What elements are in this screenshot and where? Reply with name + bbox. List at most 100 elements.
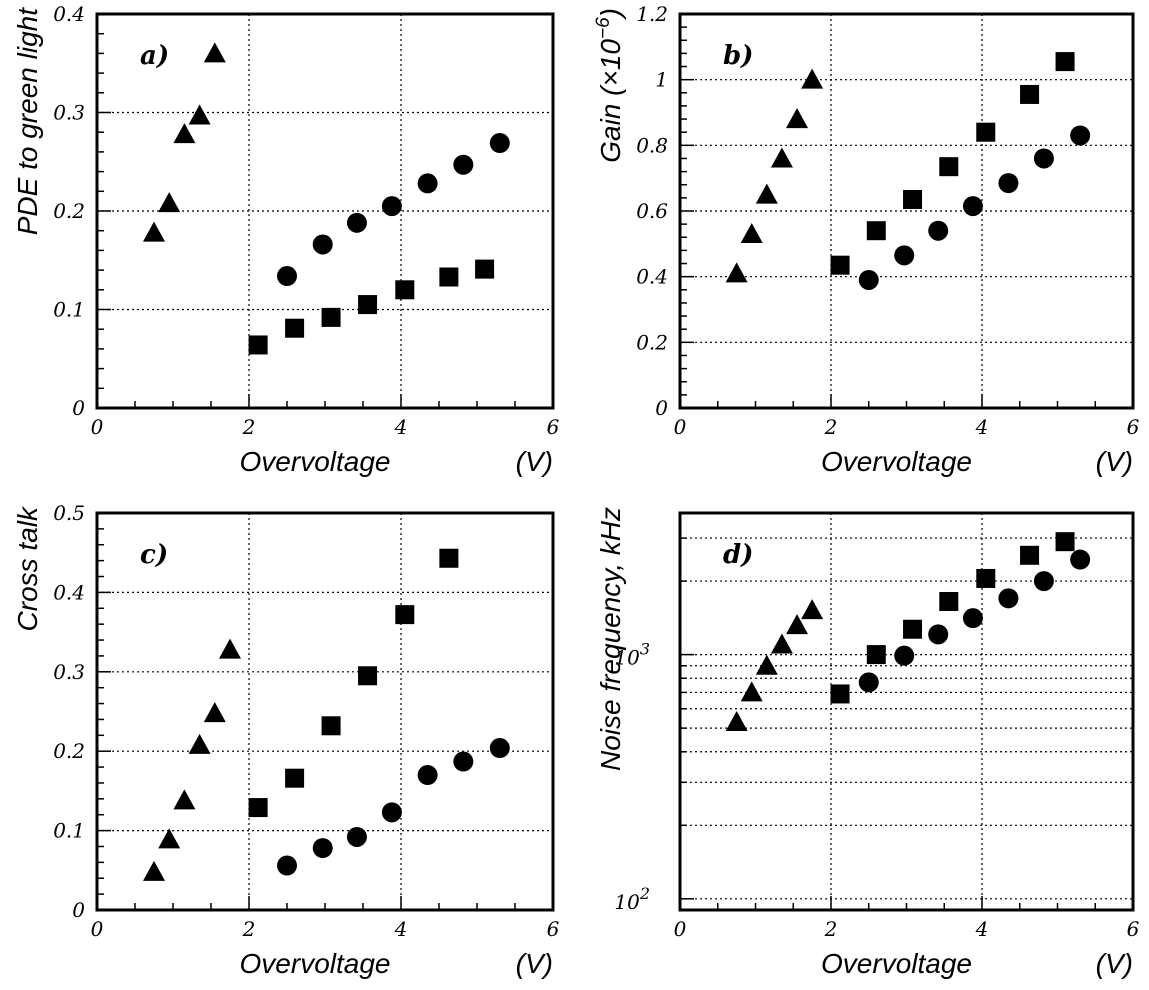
data-point-square: (5.1, 1.055) (1055, 52, 1075, 72)
plot-frame (95, 511, 555, 912)
y-tick-label: 0 (655, 396, 668, 420)
series-triangle: (0.75, 0.048) (0.95, 0.089) (1.15, 0.138) (… (143, 638, 241, 881)
data-point-triangle: (0.95, 0.089) (158, 828, 181, 849)
data-point-circle: (4.35, 1700) (998, 588, 1019, 609)
panel-label: c) (140, 540, 168, 570)
y-tick-label: 1.2 (636, 2, 668, 26)
data-point-square: (4.63, 0.443) (439, 548, 459, 568)
data-point-square: (3.56, 0.295) (358, 666, 378, 686)
data-point-triangle: (0.75, 0.41) (725, 262, 748, 283)
y-tick-label: 1 (655, 68, 668, 92)
series-square: (2.12, 690) (2.6, 1000) (3.08, 1270) (3.56,… (830, 532, 1075, 704)
y-tick-label: 0.2 (53, 199, 85, 223)
data-point-triangle: (1.15, 0.278) (173, 123, 196, 144)
panel-label: d) (723, 540, 753, 570)
y-tick-label: 0.1 (53, 819, 85, 843)
data-point-circle: (2.97, 0.166) (312, 234, 333, 255)
data-point-circle: (3.42, 0.54) (928, 220, 949, 241)
data-point-triangle: (0.95, 700) (740, 681, 763, 702)
data-point-triangle: (1.15, 0.138) (173, 789, 196, 810)
data-point-square: (4.63, 2550) (1020, 545, 1040, 565)
plot-frame (678, 12, 1135, 410)
x-tick-label: 0 (674, 415, 687, 439)
x-tick-label: 6 (547, 415, 560, 439)
panel-label: a) (140, 41, 169, 71)
data-point-square: (3.08, 0.635) (903, 190, 923, 210)
series-square: (2.12, 0.064) (2.6, 0.081) (3.08, 0.092) (3… (248, 259, 495, 355)
x-axis-title: Overvoltage (240, 948, 391, 979)
data-point-triangle: (1.55, 0.36) (203, 42, 226, 63)
data-point-circle: (2.5, 770) (858, 672, 879, 693)
data-point-circle: (3.88, 0.123) (381, 802, 402, 823)
data-point-triangle: (1.75, 1520) (801, 599, 824, 620)
data-point-triangle: (1.35, 1100) (770, 633, 793, 654)
data-point-square: (4.05, 2050) (976, 568, 996, 588)
y-tick-label: 0.4 (53, 2, 85, 26)
data-point-triangle: (1.55, 0.88) (786, 108, 809, 129)
data-point-circle: (5.3, 0.83) (1070, 125, 1091, 146)
y-tick-label: 0.5 (53, 501, 85, 525)
data-point-circle: (3.42, 1210) (928, 624, 949, 645)
data-point-circle: (5.3, 2450) (1070, 549, 1091, 570)
grid (680, 14, 1133, 408)
y-tick-label: 0.6 (636, 199, 668, 223)
x-axis-unit: (V) (1096, 948, 1133, 979)
grid (97, 513, 553, 910)
data-point-circle: (2.97, 0.078) (312, 838, 333, 859)
data-point-circle: (2.5, 0.39) (858, 269, 879, 290)
data-point-square: (2.6, 0.081) (285, 318, 305, 338)
y-tick-label: 0 (72, 898, 85, 922)
data-point-circle: (2.97, 0.465) (894, 245, 915, 266)
panel-a: 0 2 4 6 0 0.1 0.2 0.3 0.4 Overvoltage (V) PDE to gr… (12, 2, 560, 477)
data-point-square: (3.56, 0.105) (358, 295, 378, 315)
x-axis-unit: (V) (516, 948, 553, 979)
series-circle: (2.5, 770) (2.97, 990) (3.42, 1210) (3.88, … (858, 549, 1091, 693)
series-square: (2.12, 0.435)(2.6, 0.54)(3.08, 0.635)(3.… (830, 52, 1075, 275)
series-circle: (2.5, 0.39) (2.97, 0.465) (3.42, 0.54) (3.8… (858, 125, 1091, 290)
y-tick-label: 0.2 (53, 739, 85, 763)
grid (680, 513, 1133, 910)
y-axis-title: PDE to green light (12, 7, 43, 235)
panel-b: 0 2 4 6 0 0.2 0.4 0.6 0.8 1 1.2 Overvoltage (V) Gain … (593, 2, 1140, 477)
x-tick-label: 2 (242, 917, 256, 941)
data-point-square: (4.05, 0.12) (395, 280, 415, 300)
data-point-square: (3.08, 0.232) (321, 716, 341, 736)
axis-ticks (679, 537, 1134, 911)
data-point-triangle: (1.55, 1320) (786, 614, 809, 635)
data-point-square: (2.12, 0.064) (248, 335, 268, 355)
data-point-square: (4.05, 0.372) (395, 605, 415, 625)
y-axis-title-text: Cross talk (12, 505, 43, 631)
data-point-triangle: (1.35, 0.297) (188, 104, 211, 125)
y-axis-title: Cross talk (12, 505, 43, 631)
y-axis-title: Noise frequency, kHz (595, 507, 626, 771)
data-point-triangle: (1.55, 0.248) (203, 702, 226, 723)
data-point-circle: (3.88, 0.615) (962, 196, 983, 217)
y-axis-title-exponent: −6 (593, 17, 614, 39)
y-axis-title-text: Noise frequency, kHz (595, 507, 626, 771)
data-point-square: (3.56, 1650) (939, 591, 959, 611)
x-axis-title: Overvoltage (821, 948, 972, 979)
x-tick-label: 2 (824, 917, 838, 941)
panel-label: b) (723, 41, 753, 71)
data-point-square: (2.6, 0.54) (866, 221, 886, 241)
x-axis-unit: (V) (1096, 446, 1133, 477)
data-point-square: (3.08, 0.092) (321, 307, 341, 327)
data-point-circle: (2.5, 0.056) (277, 855, 297, 876)
x-tick-label: 0 (674, 917, 687, 941)
y-tick-label: 0 (72, 396, 85, 420)
data-point-triangle: (1.75, 0.328) (219, 638, 241, 659)
y-tick-label: 0.4 (636, 265, 668, 289)
data-point-triangle: (1.15, 0.65) (755, 183, 778, 204)
y-tick-exp: 2 (639, 884, 650, 903)
data-point-triangle: (1.15, 900) (755, 654, 778, 675)
data-point-circle: (2.5, 0.134) (277, 266, 297, 287)
y-axis-title-text: PDE to green light (12, 7, 43, 235)
plot-frame (95, 12, 555, 410)
data-point-circle: (3.42, 0.188) (346, 212, 367, 233)
x-tick-label: 4 (394, 415, 408, 439)
data-point-triangle: (0.75, 530) (725, 710, 748, 731)
y-tick-label: 0.8 (636, 133, 668, 157)
y-tick-label: 0.3 (53, 101, 85, 125)
